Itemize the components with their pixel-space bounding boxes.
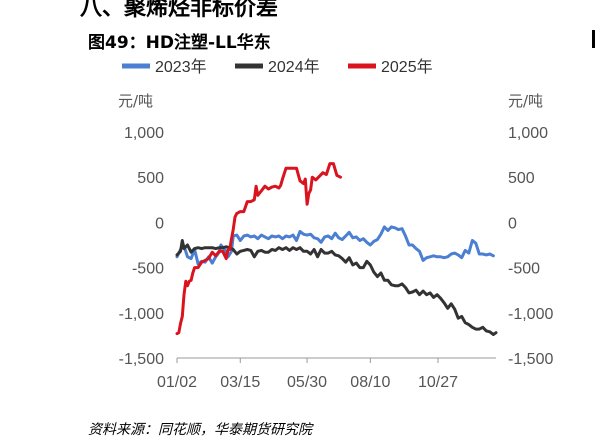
section-heading: 八、聚烯烃非标价差 [80, 0, 279, 21]
chart-legend: 2023年 2024年 2025年 [122, 58, 433, 76]
left-axis-unit: 元/吨 [118, 92, 153, 110]
left-y-tick-label: 0 [155, 215, 164, 232]
x-tick-label: 05/30 [287, 374, 327, 391]
x-tick-label: 01/02 [157, 374, 197, 391]
left-y-axis: 1,000 500 0 -500 -1,000 -1,500 [119, 125, 164, 368]
x-tick-label: 03/15 [220, 374, 260, 391]
right-y-tick-label: -1,500 [508, 351, 553, 368]
left-y-tick-label: 500 [137, 170, 164, 187]
figure-title: 图49：HD注塑-LL华东 [88, 33, 271, 53]
legend-label-2024: 2024年 [268, 58, 320, 76]
right-y-tick-label: 1,000 [508, 125, 548, 142]
right-y-tick-label: 0 [508, 215, 517, 232]
left-y-tick-label: -1,000 [119, 306, 164, 323]
right-axis-unit: 元/吨 [508, 92, 543, 110]
x-tick-label: 08/10 [350, 374, 390, 391]
right-y-tick-label: 500 [508, 170, 535, 187]
right-y-tick-label: -1,000 [508, 306, 553, 323]
legend-label-2025: 2025年 [381, 58, 433, 76]
series-line-2025 [175, 162, 342, 336]
source-note: 资料来源：同花顺，华泰期货研究院 [88, 422, 312, 438]
left-y-tick-label: -500 [132, 261, 164, 278]
series-line-2023 [175, 225, 495, 266]
left-y-tick-label: 1,000 [124, 125, 164, 142]
left-y-tick-label: -1,500 [119, 351, 164, 368]
x-tick-label: 10/27 [418, 374, 458, 391]
x-axis: 01/02 03/15 05/30 08/10 10/27 [157, 357, 496, 391]
series-line-2024 [175, 239, 498, 336]
legend-label-2023: 2023年 [155, 58, 207, 76]
page-edge-mark [592, 30, 595, 48]
right-y-axis: 1,000 500 0 -500 -1,000 -1,500 [508, 125, 553, 368]
series-layer [175, 162, 498, 336]
right-y-tick-label: -500 [508, 261, 540, 278]
